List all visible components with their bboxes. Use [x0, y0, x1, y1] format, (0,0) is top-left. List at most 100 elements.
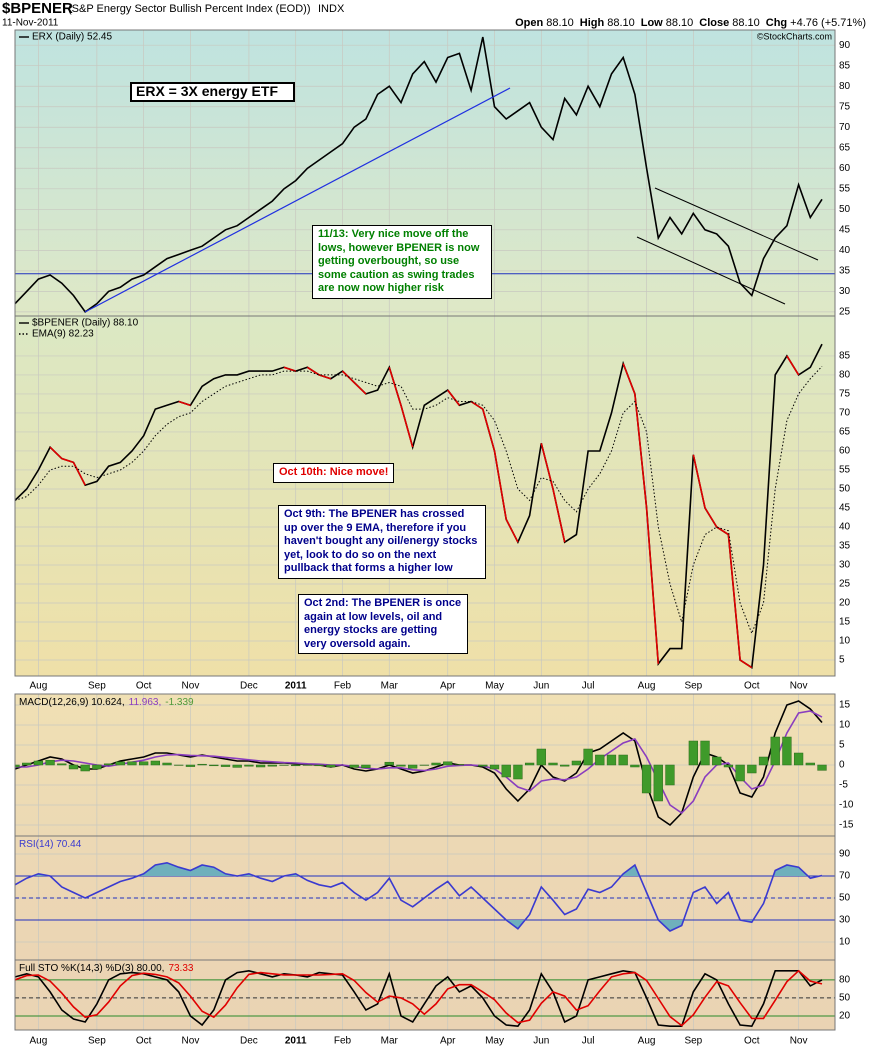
histogram-bar — [712, 756, 722, 766]
y-tick-label: 50 — [839, 484, 851, 495]
x-tick-label: Jun — [533, 1036, 549, 1047]
trendline — [84, 87, 511, 313]
down-segment — [645, 507, 660, 664]
y-tick-label: 25 — [839, 307, 851, 318]
down-segment — [786, 355, 800, 376]
x-tick-label: Feb — [334, 1036, 352, 1047]
y-tick-label: 55 — [839, 465, 851, 476]
y-tick-label: 50 — [839, 204, 851, 215]
histogram-bar — [700, 740, 710, 766]
quote-value: +4.76 (+5.71%) — [790, 17, 866, 29]
histogram-bar — [361, 764, 371, 769]
histogram-bar — [127, 761, 137, 766]
histogram-bar — [595, 754, 605, 766]
histogram-bar — [22, 762, 32, 766]
quote-value: 88.10 — [732, 17, 760, 29]
x-tick-label: Oct — [136, 1036, 152, 1047]
y-tick-label: 30 — [839, 286, 851, 297]
down-segment — [447, 389, 461, 406]
plot — [15, 36, 823, 314]
histogram-bar — [770, 736, 780, 766]
histogram-bar — [115, 761, 125, 766]
histogram-bar — [758, 756, 769, 766]
histogram-bar — [524, 762, 535, 766]
y-tick-label: 75 — [839, 389, 851, 400]
down-segment — [540, 443, 554, 490]
y-tick-label: 10 — [839, 937, 851, 948]
y-tick-label: -5 — [839, 780, 848, 791]
y-tick-label: 50 — [839, 993, 851, 1004]
histogram-bar — [150, 760, 160, 766]
y-tick-label: 85 — [839, 351, 851, 362]
quote-value: 88.10 — [546, 17, 574, 29]
x-tick-label: Nov — [790, 1036, 808, 1047]
quote-label: Close — [699, 17, 729, 29]
rsi-fill — [15, 862, 822, 877]
y-tick-label: 45 — [839, 503, 851, 514]
annotation: 11/13: Very nice move off the lows, howe… — [312, 225, 492, 299]
down-segment — [353, 381, 367, 395]
x-tick-label: Mar — [381, 1036, 399, 1047]
histogram-bar — [33, 760, 44, 766]
histogram-bar — [665, 764, 675, 786]
histogram-bar — [232, 764, 242, 768]
histogram-bar — [185, 764, 196, 767]
x-tick-label: Nov — [790, 681, 808, 692]
y-tick-label: 40 — [839, 522, 851, 533]
histogram-bar — [349, 764, 359, 768]
x-tick-label: Aug — [638, 681, 656, 692]
watermark: ©StockCharts.com — [757, 31, 832, 41]
histogram-bar — [536, 748, 546, 766]
quote-label: High — [580, 17, 605, 29]
histogram-bar — [747, 764, 757, 774]
x-tick-label: Nov — [182, 681, 200, 692]
histogram-bar — [384, 761, 394, 766]
down-segment — [505, 519, 519, 543]
x-tick-label: Jun — [533, 681, 549, 692]
x-tick-label: Aug — [29, 681, 47, 692]
y-tick-label: 15 — [839, 617, 851, 628]
y-tick-label: 80 — [839, 370, 851, 381]
histogram-bar — [255, 764, 266, 768]
histogram-bar — [244, 764, 254, 767]
x-tick-label: Oct — [744, 1036, 760, 1047]
x-tick-label: Aug — [29, 1036, 47, 1047]
series-line — [15, 861, 823, 932]
y-tick-label: 40 — [839, 245, 851, 256]
y-tick-label: 35 — [839, 541, 851, 552]
legend-label: 73.33 — [168, 963, 193, 974]
x-tick-label: Feb — [334, 681, 352, 692]
legend-label: RSI(14) 70.44 — [19, 839, 82, 850]
x-tick-label: May — [485, 681, 504, 692]
histogram-bar — [583, 748, 593, 766]
down-segment — [716, 526, 729, 536]
histogram-bar — [688, 740, 698, 766]
x-tick-label: Mar — [381, 681, 399, 692]
plot — [15, 700, 827, 827]
down-segment — [470, 400, 484, 410]
down-segment — [318, 374, 332, 380]
quote-value: 88.10 — [607, 17, 635, 29]
quote-label: Low — [641, 17, 663, 29]
date: 11-Nov-2011 — [2, 18, 59, 29]
series-line — [15, 343, 823, 669]
histogram-bar — [793, 752, 804, 766]
histogram-bar — [723, 764, 734, 768]
annotation: ERX = 3X energy ETF — [130, 82, 295, 102]
y-tick-label: 80 — [839, 81, 851, 92]
histogram-bar — [396, 764, 406, 767]
annotation: Oct 10th: Nice move! — [273, 463, 395, 483]
histogram-bar — [735, 764, 745, 782]
quote-value: 88.10 — [666, 17, 694, 29]
down-segment — [400, 405, 414, 448]
x-tick-label: 2011 — [285, 681, 307, 692]
y-tick-label: 90 — [839, 40, 851, 51]
histogram-bar — [68, 764, 79, 770]
y-tick-label: -10 — [839, 800, 854, 811]
down-segment — [493, 450, 508, 520]
x-tick-label: Dec — [240, 681, 258, 692]
panel-border — [14, 959, 836, 1031]
quote-label: Open — [515, 17, 543, 29]
